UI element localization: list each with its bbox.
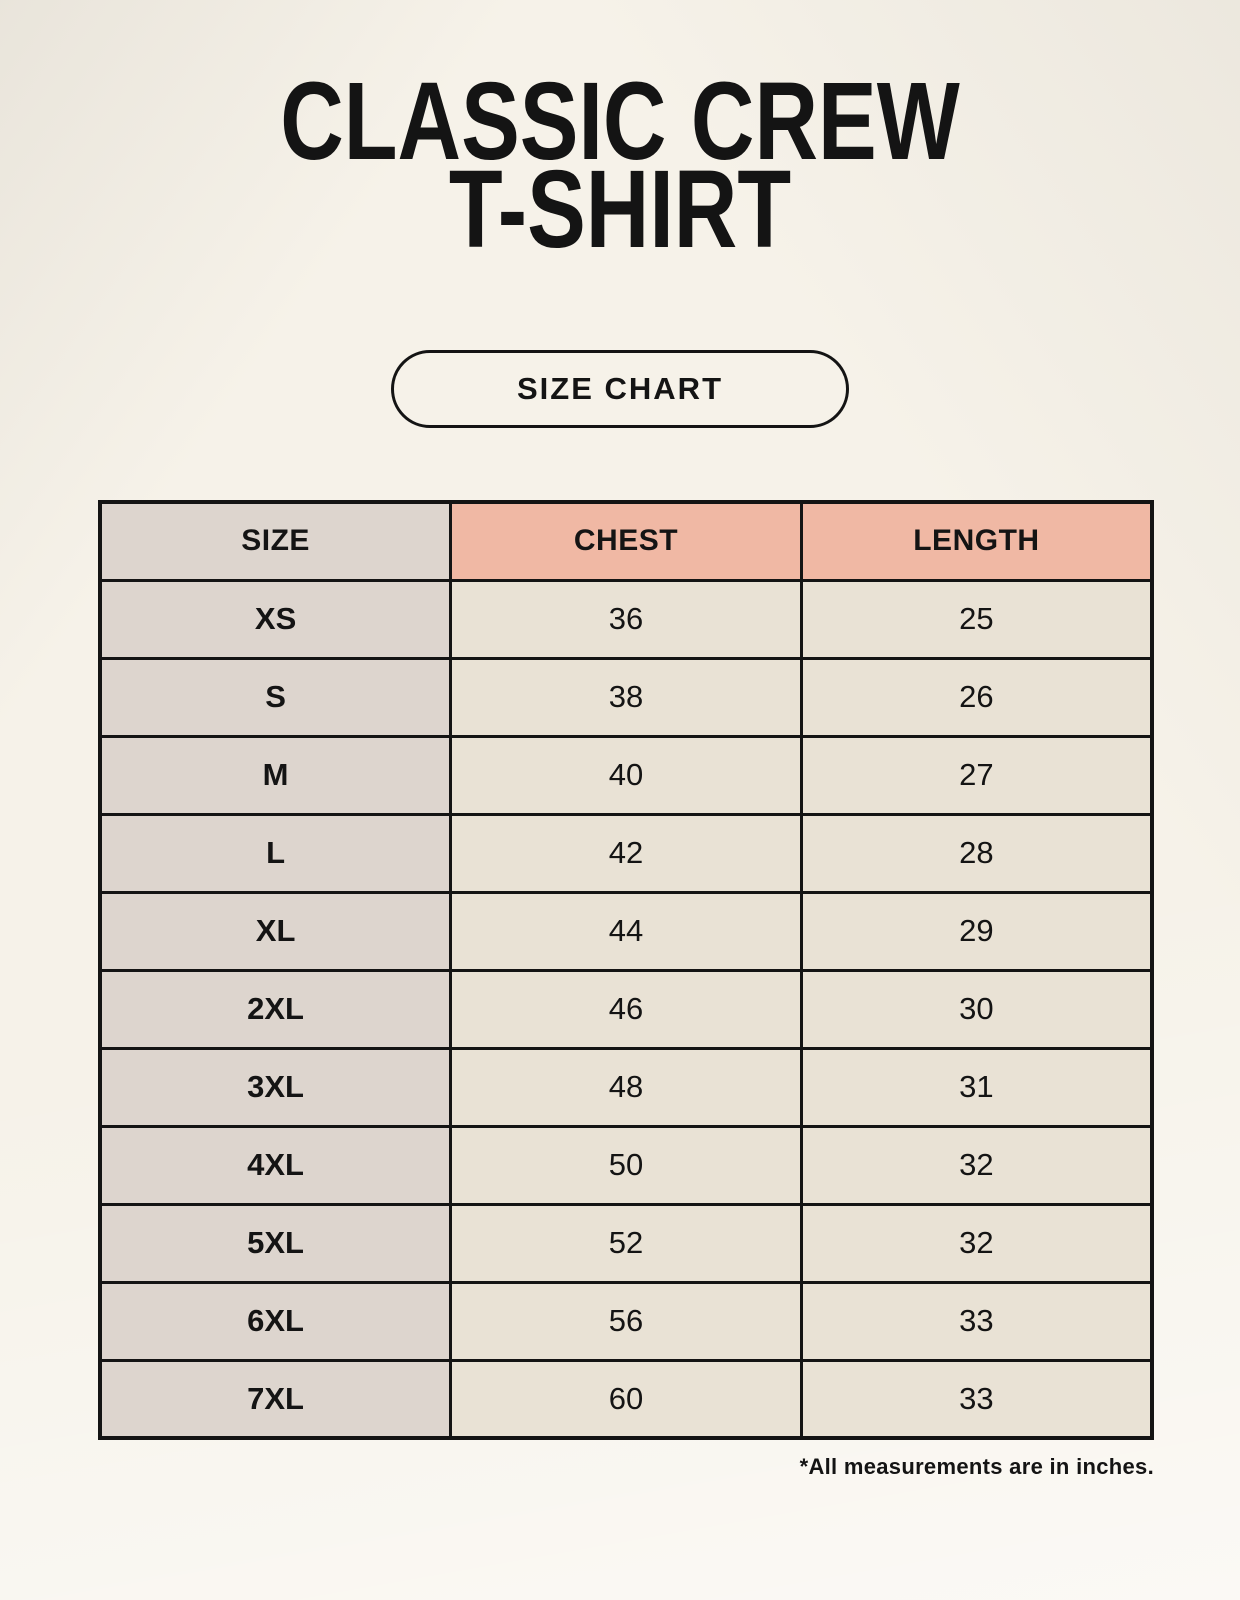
table-row: 3XL 48 31 (98, 1046, 1154, 1128)
size-chart-badge[interactable]: SIZE CHART (391, 350, 849, 428)
size-cell: S (98, 656, 453, 738)
length-cell: 25 (799, 578, 1154, 660)
size-table-container: SIZE CHEST LENGTH XS 36 25 S 38 26 M 40 27 L 42 28 X… (98, 500, 1154, 1440)
size-cell: 3XL (98, 1046, 453, 1128)
table-row: M 40 27 (98, 734, 1154, 816)
size-cell: L (98, 812, 453, 894)
page-title: CLASSIC CREW T-SHIRT (124, 0, 1116, 271)
size-cell: XS (98, 578, 453, 660)
size-chart-badge-label: SIZE CHART (517, 371, 723, 406)
size-cell: 6XL (98, 1280, 453, 1362)
chest-cell: 48 (449, 1046, 803, 1128)
table-row: 5XL 52 32 (98, 1202, 1154, 1284)
chest-cell: 46 (449, 968, 803, 1050)
length-cell: 31 (799, 1046, 1154, 1128)
size-table-body: XS 36 25 S 38 26 M 40 27 L 42 28 XL 44 29 2XL 46 30 3XL 48 3… (98, 578, 1154, 1440)
length-cell: 32 (799, 1202, 1154, 1284)
chest-cell: 50 (449, 1124, 803, 1206)
table-row: 4XL 50 32 (98, 1124, 1154, 1206)
length-cell: 26 (799, 656, 1154, 738)
size-cell: 2XL (98, 968, 453, 1050)
length-cell: 32 (799, 1124, 1154, 1206)
table-row: L 42 28 (98, 812, 1154, 894)
size-cell: M (98, 734, 453, 816)
chest-cell: 40 (449, 734, 803, 816)
length-cell: 29 (799, 890, 1154, 972)
length-cell: 33 (799, 1280, 1154, 1362)
chest-cell: 36 (449, 578, 803, 660)
measurements-footnote: *All measurements are in inches. (799, 1454, 1154, 1479)
length-cell: 27 (799, 734, 1154, 816)
size-cell: XL (98, 890, 453, 972)
chest-cell: 42 (449, 812, 803, 894)
header-length: LENGTH (799, 500, 1154, 582)
size-cell: 7XL (98, 1358, 453, 1440)
header-size: SIZE (98, 500, 453, 582)
size-table: SIZE CHEST LENGTH XS 36 25 S 38 26 M 40 27 L 42 28 X… (98, 500, 1154, 1440)
page-title-line2: T-SHIRT (448, 148, 792, 271)
chest-cell: 38 (449, 656, 803, 738)
header-chest: CHEST (449, 500, 803, 582)
table-row: 7XL 60 33 (98, 1358, 1154, 1440)
table-row: XS 36 25 (98, 578, 1154, 660)
chest-cell: 44 (449, 890, 803, 972)
size-cell: 5XL (98, 1202, 453, 1284)
length-cell: 33 (799, 1358, 1154, 1440)
table-row: 2XL 46 30 (98, 968, 1154, 1050)
header-row: SIZE CHEST LENGTH (98, 500, 1154, 582)
chest-cell: 52 (449, 1202, 803, 1284)
table-row: S 38 26 (98, 656, 1154, 738)
table-row: XL 44 29 (98, 890, 1154, 972)
table-row: 6XL 56 33 (98, 1280, 1154, 1362)
chest-cell: 56 (449, 1280, 803, 1362)
length-cell: 30 (799, 968, 1154, 1050)
chest-cell: 60 (449, 1358, 803, 1440)
size-table-header: SIZE CHEST LENGTH (98, 500, 1154, 582)
page-title-line1: CLASSIC CREW (280, 60, 960, 183)
length-cell: 28 (799, 812, 1154, 894)
size-cell: 4XL (98, 1124, 453, 1206)
